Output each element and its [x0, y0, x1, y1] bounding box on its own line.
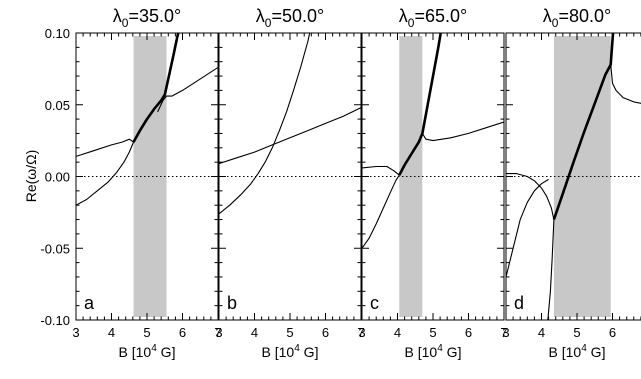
x-tick-label: 6: [322, 325, 329, 340]
series-line-1: [219, 33, 311, 215]
x-tick-label: 5: [429, 325, 436, 340]
x-tick-label: 4: [538, 325, 545, 340]
panel-label: c: [370, 293, 379, 313]
x-tick-label: 4: [251, 325, 258, 340]
series-line-1: [76, 138, 134, 157]
series-line-4: [421, 121, 504, 142]
y-tick-label: 0.00: [45, 170, 70, 185]
series-line-2: [506, 178, 549, 278]
series-line-2: [219, 107, 361, 165]
x-tick-label: 5: [286, 325, 293, 340]
x-axis-label: B [104 G]: [119, 343, 176, 360]
panel-title: λ0=35.0°: [113, 6, 181, 30]
x-tick-label: 4: [394, 325, 401, 340]
panel-title: λ0=50.0°: [256, 6, 324, 30]
x-tick-label: 4: [108, 325, 115, 340]
x-tick-label: 3: [502, 325, 509, 340]
shaded-region: [133, 36, 167, 317]
series-line-2: [362, 174, 400, 249]
series-line-1: [362, 165, 400, 176]
y-tick-label: 0.05: [45, 98, 70, 113]
x-tick-label: 5: [143, 325, 150, 340]
x-tick-label: 6: [179, 325, 186, 340]
panel-label: a: [84, 293, 95, 313]
x-axis-label: B [104 G]: [549, 343, 606, 360]
y-tick-label: 0.10: [45, 26, 70, 41]
panel-title: λ0=65.0°: [399, 6, 467, 30]
x-axis-label: B [104 G]: [262, 343, 319, 360]
x-tick-label: 3: [72, 325, 79, 340]
series-line-3: [547, 219, 555, 320]
x-tick-label: 6: [609, 325, 616, 340]
series-line-3: [132, 33, 180, 143]
series-line-5: [610, 64, 641, 104]
series-line-1: [506, 173, 555, 220]
panel-a: 3 4 5 6 7 -0.10 -0.05 0.00 0.05 0.10 a λ0=35.0° B [1…: [40, 6, 221, 360]
x-tick-label: 7: [357, 325, 364, 340]
x-axis-label: B [104 G]: [405, 343, 462, 360]
y-axis-label: Re(ω/Ω): [23, 150, 39, 203]
x-tick-label: 6: [465, 325, 472, 340]
panel-title: λ0=80.0°: [543, 6, 611, 30]
x-tick-label: 3: [215, 325, 222, 340]
series-line-2: [76, 141, 135, 206]
y-tick-label: -0.05: [40, 241, 70, 256]
x-tick-label: 7: [500, 325, 507, 340]
x-tick-label: 7: [214, 325, 221, 340]
series-line-4: [157, 66, 218, 113]
x-tick-label: 3: [358, 325, 365, 340]
panel-d: 3 4 5 6 7d λ0=80.0° B [104 G]: [502, 6, 641, 360]
x-tick-label: 5: [573, 325, 580, 340]
panel-label: b: [227, 293, 237, 313]
panel-label: d: [514, 293, 524, 313]
series-line-4: [552, 33, 615, 221]
y-tick-label: -0.10: [40, 313, 70, 328]
